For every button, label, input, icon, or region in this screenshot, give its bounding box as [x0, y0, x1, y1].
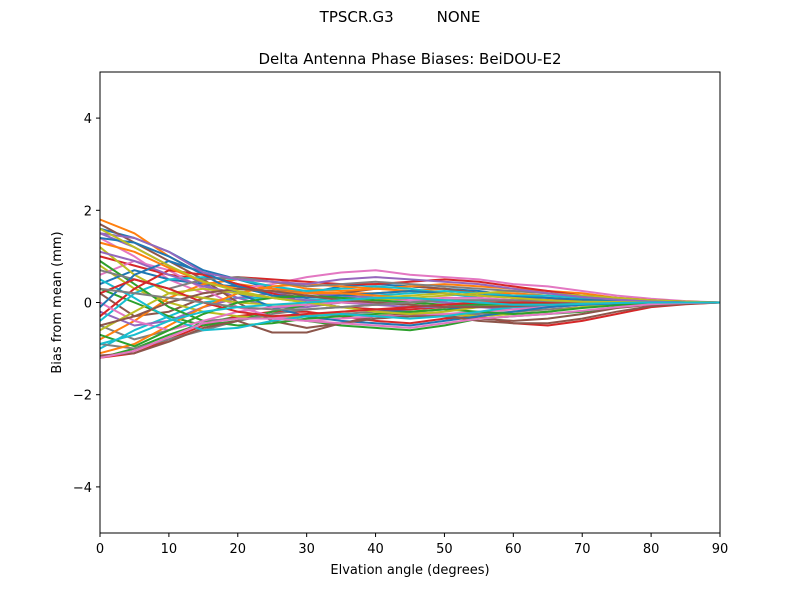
- figure-suptitle: TPSCR.G3 NONE: [319, 8, 481, 26]
- series-line-35: [99, 232, 720, 304]
- x-tick-label: 60: [505, 542, 522, 557]
- x-tick-label: 80: [643, 542, 660, 557]
- x-tick-label: 0: [96, 542, 104, 557]
- x-tick-label: 40: [367, 542, 384, 557]
- x-tick-label: 50: [436, 542, 453, 557]
- series-line-40: [99, 296, 720, 345]
- y-axis: −4 −2 0 2 4: [73, 112, 100, 496]
- series-layer: [99, 218, 721, 359]
- y-tick-label: 0: [84, 297, 92, 312]
- x-tick-label: 10: [161, 542, 178, 557]
- x-tick-label: 90: [712, 542, 729, 557]
- x-tick-label: 70: [574, 542, 591, 557]
- series-line-26: [99, 301, 721, 357]
- y-tick-label: 4: [84, 112, 92, 127]
- y-tick-label: −4: [73, 481, 92, 496]
- y-tick-label: −2: [73, 389, 92, 404]
- y-tick-label: 2: [84, 204, 92, 219]
- x-tick-label: 20: [230, 542, 247, 557]
- x-axis: 0 10 20 30 40 50 60 70 80 90: [96, 533, 728, 557]
- x-axis-label: Elvation angle (degrees): [330, 563, 489, 578]
- x-tick-label: 30: [298, 542, 315, 557]
- series-line-37: [99, 301, 721, 359]
- y-axis-label: Bias from mean (mm): [50, 231, 65, 373]
- chart-title: Delta Antenna Phase Biases: BeiDOU-E2: [259, 50, 562, 68]
